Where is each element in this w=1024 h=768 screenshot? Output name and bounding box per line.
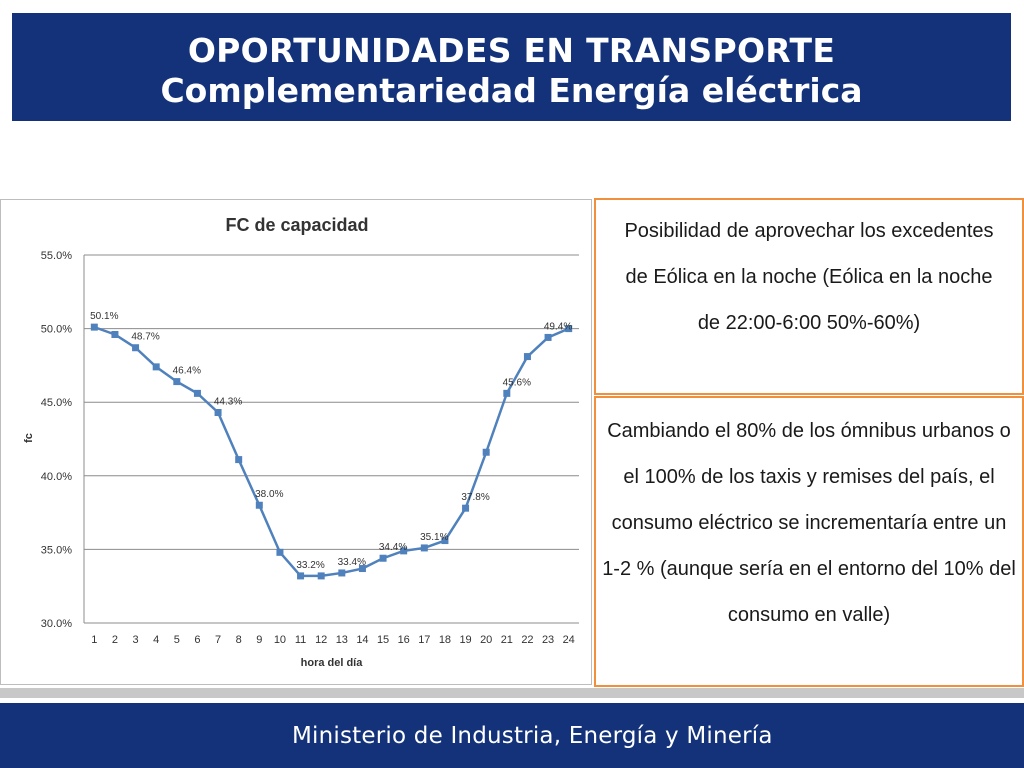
data-point [379,554,387,562]
data-point [276,548,284,556]
x-tick-label: 20 [480,634,492,646]
x-tick-label: 21 [501,634,513,646]
x-tick-label: 13 [336,634,348,646]
y-axis-label: fc [23,433,35,443]
data-label: 44.3% [214,397,242,408]
data-point [544,333,552,341]
data-point [400,547,408,555]
chart-title: FC de capacidad [225,215,368,235]
data-label: 33.2% [296,560,324,571]
x-tick-label: 24 [563,634,575,646]
footer-bar: Ministerio de Industria, Energía y Miner… [0,703,1024,768]
x-tick-label: 6 [194,634,200,646]
x-tick-label: 19 [459,634,471,646]
data-label: 37.8% [461,492,489,503]
data-point [255,501,263,509]
x-tick-label: 4 [153,634,159,646]
data-label: 34.4% [379,542,407,553]
data-point [462,504,470,512]
data-label: 35.1% [420,532,448,543]
data-point [193,389,201,397]
y-tick-label: 55.0% [41,250,72,262]
data-label: 33.4% [338,557,366,568]
data-point [132,344,140,352]
x-tick-label: 3 [133,634,139,646]
data-label: 46.4% [173,366,201,377]
slide-header: OPORTUNIDADES EN TRANSPORTE Complementar… [12,13,1011,121]
x-tick-label: 23 [542,634,554,646]
x-axis-label: hora del día [301,657,364,669]
x-tick-label: 2 [112,634,118,646]
note-transporte: Cambiando el 80% de los ómnibus urbanos … [594,396,1024,687]
x-tick-label: 22 [521,634,533,646]
data-point [152,363,160,371]
data-point [523,353,531,361]
data-point [358,565,366,573]
series-line [93,325,570,578]
data-point [441,537,449,545]
x-tick-label: 5 [174,634,180,646]
y-tick-label: 35.0% [41,544,72,556]
data-label: 49.4% [544,321,572,332]
data-point [297,572,305,580]
x-tick-label: 15 [377,634,389,646]
x-tick-label: 14 [356,634,368,646]
data-label: 48.7% [131,332,159,343]
data-point [90,323,98,331]
data-point [338,569,346,577]
data-point [482,448,490,456]
data-point [503,389,511,397]
line-chart: FC de capacidad 30.0% 35.0% 40.0% 45.0% 50.0%… [23,215,579,669]
y-tick-label: 40.0% [41,471,72,483]
data-label: 45.6% [503,377,531,388]
data-point [565,325,573,333]
data-label: 50.1% [90,311,118,322]
x-tick-label: 18 [439,634,451,646]
data-point [214,409,222,417]
x-tick-label: 17 [418,634,430,646]
x-tick-label: 11 [295,634,306,646]
x-tick-label: 12 [315,634,327,646]
x-tick-label: 1 [91,634,97,646]
x-tick-label: 10 [274,634,286,646]
data-label: 38.0% [255,489,283,500]
x-tick-label: 16 [398,634,410,646]
divider-strip [0,688,1024,698]
x-tick-label: 9 [256,634,262,646]
x-tick-label: 8 [236,634,242,646]
data-point [420,544,428,552]
data-point [111,330,119,338]
ministry-name: Ministerio de Industria, Energía y Miner… [292,723,773,749]
y-tick-label: 45.0% [41,397,72,409]
slide-title: OPORTUNIDADES EN TRANSPORTE [187,31,836,70]
data-point [317,572,325,580]
note-eolica: Posibilidad de aprovechar los excedentes… [594,198,1024,395]
y-tick-label: 30.0% [41,618,72,630]
x-tick-label: 7 [215,634,221,646]
data-point [235,456,243,464]
chart-container: FC de capacidad 30.0% 35.0% 40.0% 45.0% 50.0%… [0,199,592,685]
slide-subtitle: Complementariedad Energía eléctrica [160,71,863,110]
y-tick-label: 50.0% [41,324,72,336]
data-point [173,378,181,386]
